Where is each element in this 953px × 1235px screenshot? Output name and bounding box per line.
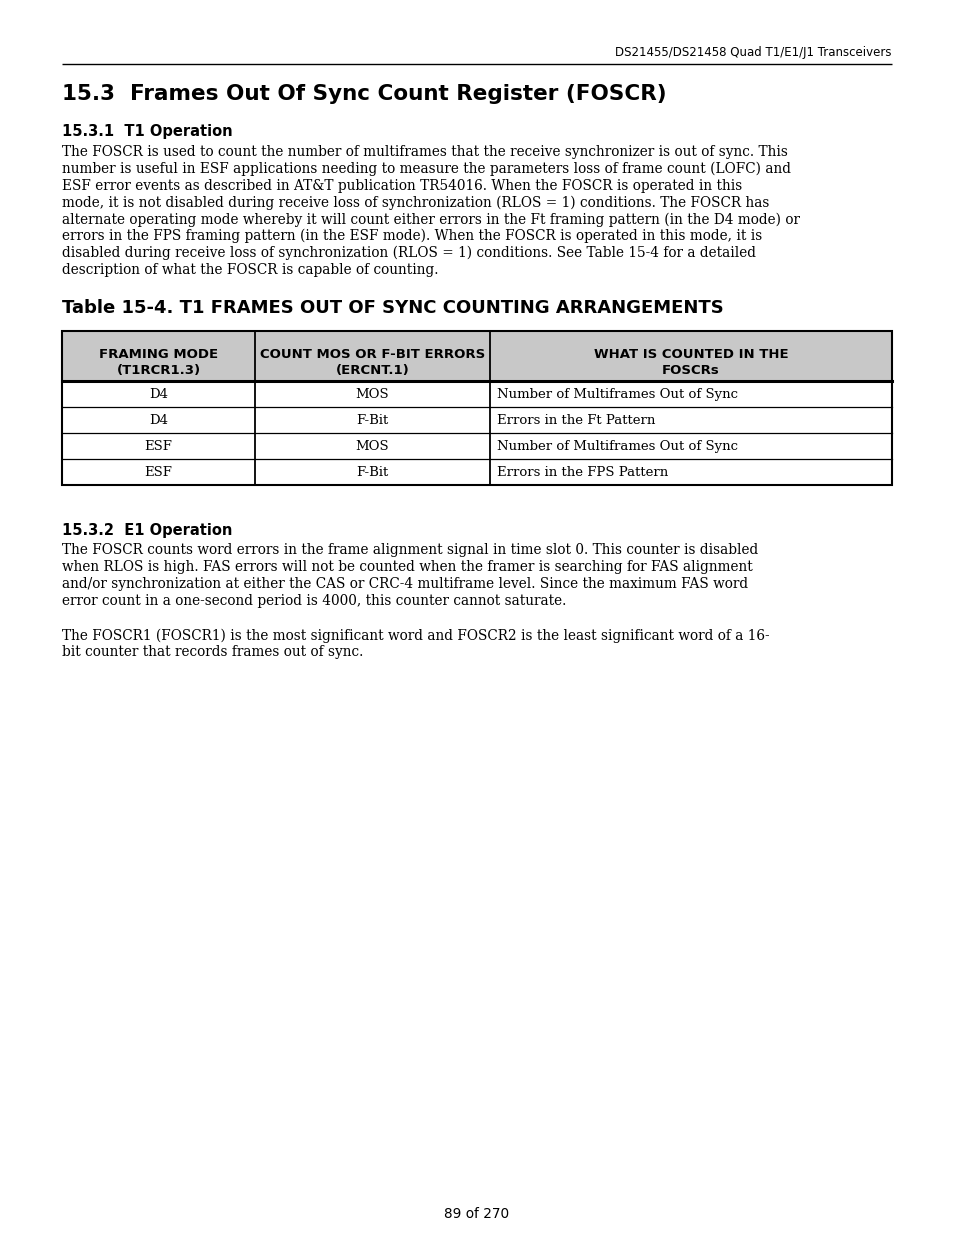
Text: 15.3.1  T1 Operation: 15.3.1 T1 Operation: [62, 124, 233, 140]
Text: Errors in the FPS Pattern: Errors in the FPS Pattern: [497, 466, 667, 479]
Text: FOSCRs: FOSCRs: [661, 364, 720, 378]
Text: 15.3.2  E1 Operation: 15.3.2 E1 Operation: [62, 524, 233, 538]
Text: Number of Multiframes Out of Sync: Number of Multiframes Out of Sync: [497, 440, 738, 453]
Text: D4: D4: [149, 388, 168, 401]
Text: MOS: MOS: [355, 388, 389, 401]
Text: (ERCNT.1): (ERCNT.1): [335, 364, 409, 378]
Text: 89 of 270: 89 of 270: [444, 1207, 509, 1221]
Text: FRAMING MODE: FRAMING MODE: [99, 348, 218, 362]
Text: D4: D4: [149, 414, 168, 427]
Text: MOS: MOS: [355, 440, 389, 453]
Bar: [62, 331, 891, 485]
Text: 15.3  Frames Out Of Sync Count Register (FOSCR): 15.3 Frames Out Of Sync Count Register (…: [62, 84, 666, 104]
Text: error count in a one-second period is 4000, this counter cannot saturate.: error count in a one-second period is 40…: [62, 594, 566, 608]
Text: WHAT IS COUNTED IN THE: WHAT IS COUNTED IN THE: [593, 348, 787, 362]
Text: F-Bit: F-Bit: [356, 466, 388, 479]
Text: The FOSCR1 (FOSCR1) is the most significant word and FOSCR2 is the least signifi: The FOSCR1 (FOSCR1) is the most signific…: [62, 629, 769, 643]
Text: The FOSCR is used to count the number of multiframes that the receive synchroniz: The FOSCR is used to count the number of…: [62, 144, 787, 159]
Text: COUNT MOS OR F-BIT ERRORS: COUNT MOS OR F-BIT ERRORS: [259, 348, 485, 362]
Text: (T1RCR1.3): (T1RCR1.3): [116, 364, 200, 378]
Text: bit counter that records frames out of sync.: bit counter that records frames out of s…: [62, 646, 363, 659]
Text: F-Bit: F-Bit: [356, 414, 388, 427]
Text: ESF: ESF: [145, 466, 172, 479]
Text: ESF: ESF: [145, 440, 172, 453]
Text: alternate operating mode whereby it will count either errors in the Ft framing p: alternate operating mode whereby it will…: [62, 212, 800, 226]
Text: Number of Multiframes Out of Sync: Number of Multiframes Out of Sync: [497, 388, 738, 401]
Text: and/or synchronization at either the CAS or CRC-4 multiframe level. Since the ma: and/or synchronization at either the CAS…: [62, 577, 747, 592]
Text: The FOSCR counts word errors in the frame alignment signal in time slot 0. This : The FOSCR counts word errors in the fram…: [62, 543, 758, 557]
Text: mode, it is not disabled during receive loss of synchronization (RLOS = 1) condi: mode, it is not disabled during receive …: [62, 195, 768, 210]
Text: Table 15-4. T1 FRAMES OUT OF SYNC COUNTING ARRANGEMENTS: Table 15-4. T1 FRAMES OUT OF SYNC COUNTI…: [62, 299, 723, 317]
Text: when RLOS is high. FAS errors will not be counted when the framer is searching f: when RLOS is high. FAS errors will not b…: [62, 561, 752, 574]
Text: disabled during receive loss of synchronization (RLOS = 1) conditions. See Table: disabled during receive loss of synchron…: [62, 246, 755, 261]
Bar: [62, 331, 891, 382]
Text: number is useful in ESF applications needing to measure the parameters loss of f: number is useful in ESF applications nee…: [62, 162, 790, 177]
Text: errors in the FPS framing pattern (in the ESF mode). When the FOSCR is operated : errors in the FPS framing pattern (in th…: [62, 228, 761, 243]
Text: description of what the FOSCR is capable of counting.: description of what the FOSCR is capable…: [62, 263, 438, 277]
Text: DS21455/DS21458 Quad T1/E1/J1 Transceivers: DS21455/DS21458 Quad T1/E1/J1 Transceive…: [615, 46, 891, 59]
Text: Errors in the Ft Pattern: Errors in the Ft Pattern: [497, 414, 655, 427]
Text: ESF error events as described in AT&T publication TR54016. When the FOSCR is ope: ESF error events as described in AT&T pu…: [62, 179, 741, 193]
